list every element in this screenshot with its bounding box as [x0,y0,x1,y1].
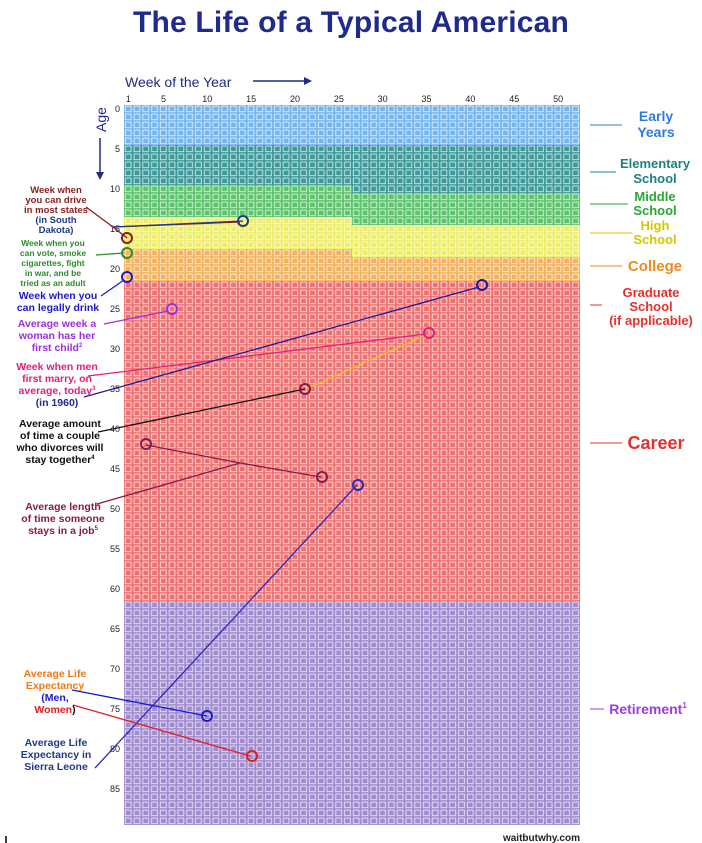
marry-marker [423,327,435,339]
x-tick-label: 1 [126,94,131,104]
label-divorce: Average amount of time a couple who divorc… [16,418,104,466]
stage-labels: Early Years Elementary School Middle Sch… [590,108,693,717]
life-men-line [71,689,208,717]
x-axis-label: Week of the Year [125,74,232,90]
y-tick-label: 75 [110,704,120,714]
stage-middle-label: Middle School [590,189,677,218]
drink-marker [121,271,133,283]
footer-credit: waitbutwhy.com [502,833,580,843]
drive-sd-marker [121,232,133,244]
svg-text:High: High [641,218,670,233]
svg-text:School: School [633,232,676,247]
page-title: The Life of a Typical American [132,6,570,39]
label-marry: Week when men first marry, on average, tod… [16,361,98,409]
x-tick-label: 25 [334,94,344,104]
y-tick-label: 10 [110,184,120,194]
svg-text:(if applicable): (if applicable) [609,313,693,328]
marry-1960-line [305,334,427,390]
x-tick-label: 10 [202,94,212,104]
y-tick-label: 45 [110,464,120,474]
x-tick-label: 30 [378,94,388,104]
x-tick-label: 40 [465,94,475,104]
svg-text:College: College [628,258,682,275]
svg-text:Middle: Middle [634,189,675,204]
y-tick-label: 20 [110,264,120,274]
sierra-marker [352,479,364,491]
life-women-marker [246,750,258,762]
x-tick-label: 20 [290,94,300,104]
label-drive: Week when you can drive in most states (in … [24,185,88,236]
drive-line-2 [112,226,128,239]
label-vote: Week when you can vote, smoke cigarettes, … [20,238,86,288]
job-start-marker [140,438,152,450]
job-end-marker [316,471,328,483]
y-tick-label: 70 [110,664,120,674]
label-drink: Week when you can legally drink [17,290,99,314]
marry-1960-marker [299,383,311,395]
annotation-markers [121,215,488,762]
svg-text:Years: Years [637,124,675,140]
y-tick-label: 85 [110,784,120,794]
y-tick-label: 60 [110,584,120,594]
svg-text:School: School [633,203,676,218]
y-tick-label: 55 [110,544,120,554]
stage-grad-label: Graduate School (if applicable) [590,285,693,328]
stage-elementary-label: Elementary School [590,156,691,186]
x-axis-arrow [253,77,312,85]
svg-text:Early: Early [639,108,673,124]
svg-text:School: School [629,299,672,314]
svg-text:School: School [633,171,676,186]
label-life: Average Life Expectancy (Men, Women) [24,668,87,716]
drive-line-3 [112,220,244,228]
stage-career-label: Career [590,433,685,453]
first-child-line [103,310,169,325]
divorce-line-a [83,286,480,398]
x-tick-label: 45 [509,94,519,104]
y-tick-label: 80 [110,744,120,754]
x-tick-label: 15 [246,94,256,104]
x-tick-label: 35 [422,94,432,104]
first-child-marker [166,303,178,315]
svg-text:Career: Career [627,433,684,453]
y-tick-label: 30 [110,344,120,354]
stage-college-label: College [590,258,682,275]
drink-line [100,279,125,297]
y-tick-label: 0 [115,104,120,114]
svg-text:Graduate: Graduate [622,285,679,300]
marry-line [87,333,427,377]
annotation-lines [71,206,480,769]
stage-high-label: High School [590,218,677,247]
y-tick-label: 5 [115,144,120,154]
x-tick-label: 50 [553,94,563,104]
x-axis-ticks: 1 5 10 15 20 25 30 35 40 45 50 [126,94,563,104]
y-tick-label: 25 [110,304,120,314]
stage-early-label: Early Years [590,108,675,140]
divorce-line-b [97,388,306,433]
drive-marker [237,215,249,227]
x-tick-label: 5 [161,94,166,104]
label-sierra: Average Life Expectancy in Sierra Leone [21,737,92,773]
sierra-line [94,484,358,769]
y-tick-label: 50 [110,504,120,514]
life-men-marker [201,710,213,722]
job-line-2 [96,462,241,505]
y-axis-label: Age [93,107,109,132]
label-first-child: Average week a woman has her first child2 [18,318,97,354]
svg-text:Elementary: Elementary [620,156,691,171]
life-women-line [72,704,251,757]
y-tick-label: 65 [110,624,120,634]
annotation-labels: Week when you can drive in most states (in … [16,185,105,773]
svg-text:Retirement1: Retirement1 [609,701,687,717]
y-axis-arrow [96,138,104,180]
week-grid [124,105,580,825]
vote-line [95,252,125,256]
divorce-marker [476,279,488,291]
vote-marker [121,247,133,259]
stage-retirement-label: Retirement1 [590,701,687,717]
label-job: Average length of time someone stays in a … [21,501,105,537]
